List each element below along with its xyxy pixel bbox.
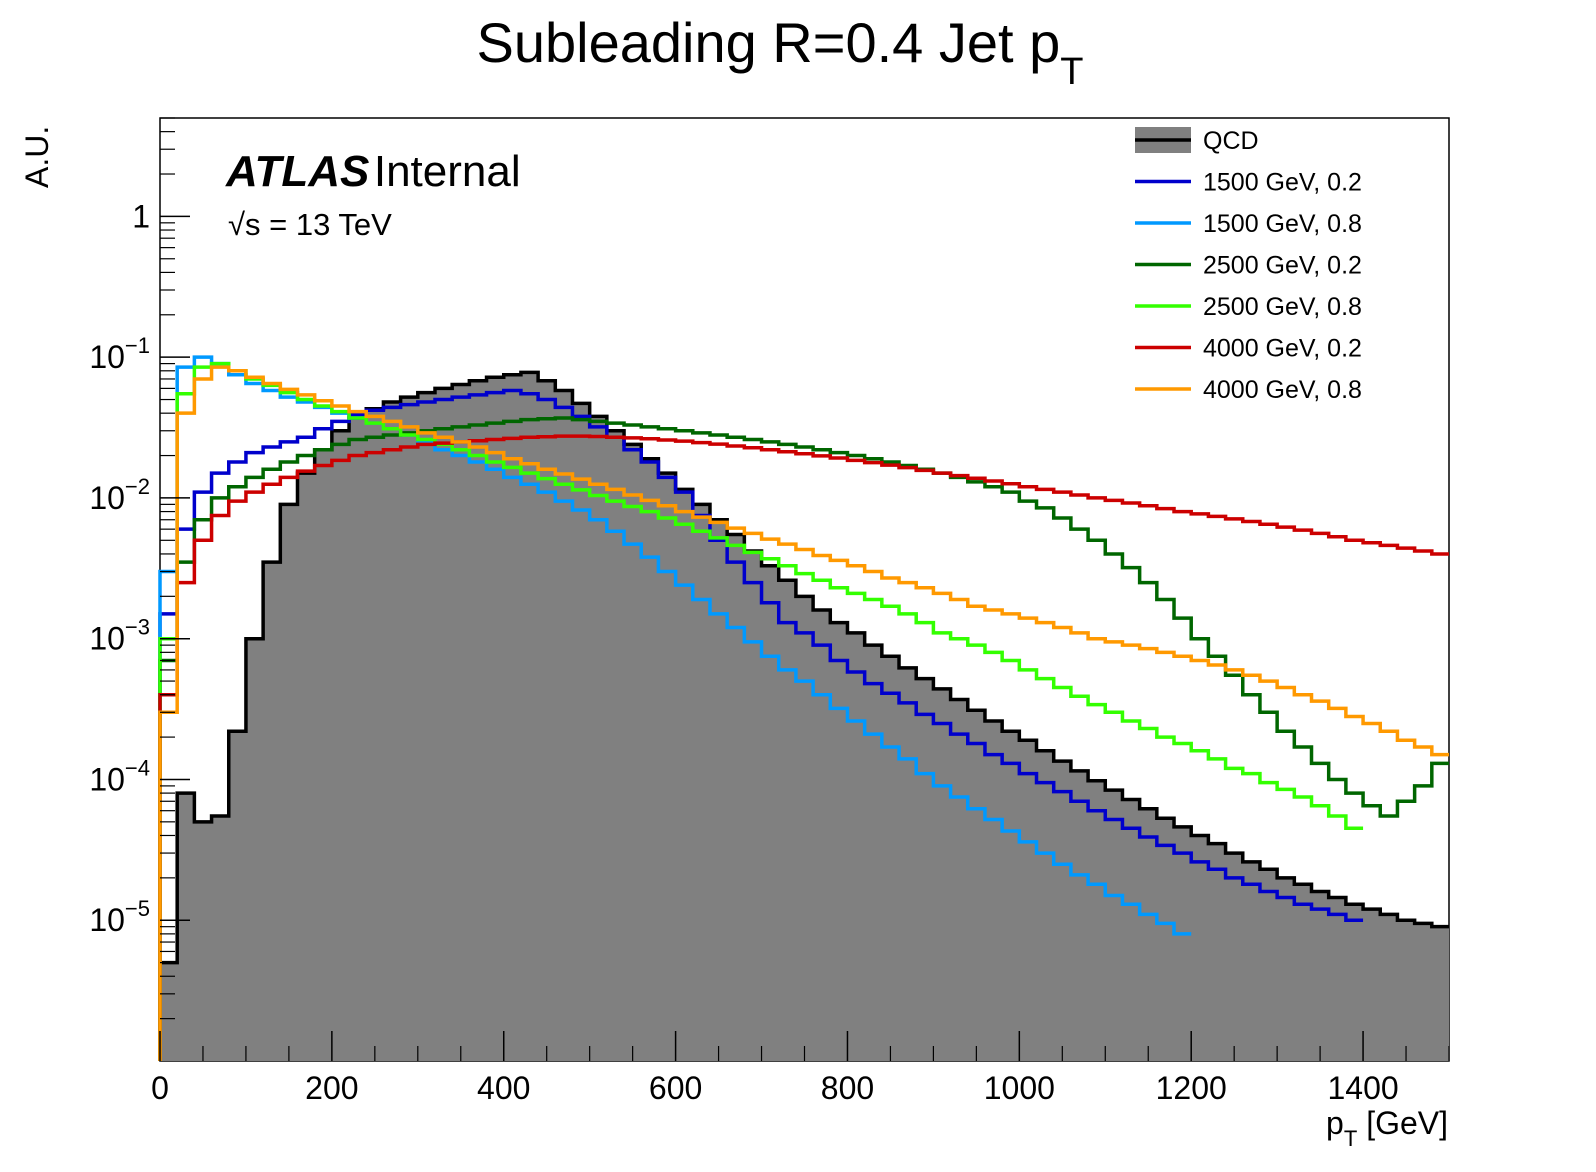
series-line [158,388,1364,1061]
energy-label: √s = 13 TeV [228,207,392,242]
energy-text: s = 13 TeV [245,207,392,242]
y-tick-base: 10 [89,480,125,516]
y-tick-base: 10 [89,902,125,938]
series-4 [158,361,1364,1061]
x-tick-label: 800 [821,1070,874,1106]
y-tick-exponent: −4 [125,755,150,780]
y-axis-title: A.U. [19,126,55,188]
series-1 [158,388,1364,1061]
legend-label: 2500 GeV, 0.2 [1203,252,1362,280]
x-axis-title-unit: [GeV] [1357,1105,1448,1141]
y-tick-label: 10−2 [89,474,150,516]
legend-row-6: 4000 GeV, 0.8 [1135,376,1362,404]
y-tick-exponent: −3 [125,615,150,640]
svg-text:ATLAS Internal: ATLAS Internal [225,147,521,196]
x-tick-label: 0 [151,1070,169,1106]
legend-label: 1500 GeV, 0.2 [1203,169,1362,197]
chart-title-subscript: T [1060,51,1083,93]
y-tick-exponent: −5 [125,896,150,921]
x-axis-title-main: p [1326,1105,1344,1141]
legend-row-4: 2500 GeV, 0.8 [1135,293,1362,321]
x-tick-label: 200 [305,1070,358,1106]
y-tick-label: 10−3 [89,615,150,657]
legend: QCD 1500 GeV, 0.2 1500 GeV, 0.8 2500 GeV, 0… [1135,127,1362,404]
y-tick-label: 1 [132,198,150,234]
legend-label: 4000 GeV, 0.8 [1203,376,1362,404]
series-line [158,434,1449,1061]
x-axis-title: pT [GeV] [1326,1105,1448,1151]
legend-row-3: 2500 GeV, 0.2 [1135,252,1362,280]
x-tick-label: 400 [477,1070,530,1106]
series-line [158,361,1364,1061]
x-axis-title-subscript: T [1344,1126,1357,1151]
legend-row-5: 4000 GeV, 0.2 [1135,335,1362,363]
y-tick-base: 1 [132,198,150,234]
x-tick-label: 600 [649,1070,702,1106]
series-line [158,365,1449,1061]
y-tick-label: 10−4 [89,755,150,797]
energy-root-symbol: √ [228,207,245,242]
y-tick-base: 10 [89,761,125,797]
atlas-label: ATLAS Internal [225,147,521,196]
qcd-fill [160,372,1449,1061]
legend-row-1: 1500 GeV, 0.2 [1135,169,1362,197]
series-3 [158,416,1449,1061]
y-tick-base: 10 [89,621,125,657]
series-5 [158,434,1449,1061]
legend-label: QCD [1203,127,1259,155]
series-6 [158,365,1449,1061]
series-line [158,416,1449,1061]
x-tick-label: 1200 [1156,1070,1227,1106]
legend-label: 4000 GeV, 0.2 [1203,335,1362,363]
y-tick-exponent: −1 [125,333,150,358]
legend-row-0: QCD [1135,127,1259,155]
chart-title-main: Subleading R=0.4 Jet p [477,11,1061,74]
axes-layer: 0 200 400 600 800 1000 1200 1400110−110−210−310… [89,117,1450,1106]
svg-text:√s = 13 TeV: √s = 13 TeV [228,207,392,242]
svg-text:Subleading R=0.4 Jet pT: Subleading R=0.4 Jet pT [477,11,1084,93]
legend-label: 1500 GeV, 0.8 [1203,210,1362,238]
chart-title: Subleading R=0.4 Jet pT [477,11,1084,93]
y-tick-label: 10−5 [89,896,150,938]
y-tick-exponent: −2 [125,474,150,499]
atlas-label-internal: Internal [374,147,521,196]
data-layer [158,355,1449,1061]
x-tick-label: 1400 [1327,1070,1398,1106]
legend-label: 2500 GeV, 0.8 [1203,293,1362,321]
series-0 [158,370,1449,1061]
atlas-label-bold: ATLAS [225,147,369,196]
legend-row-2: 1500 GeV, 0.8 [1135,210,1362,238]
y-tick-label: 10−1 [89,333,150,375]
x-tick-label: 1000 [984,1070,1055,1106]
y-tick-base: 10 [89,339,125,375]
